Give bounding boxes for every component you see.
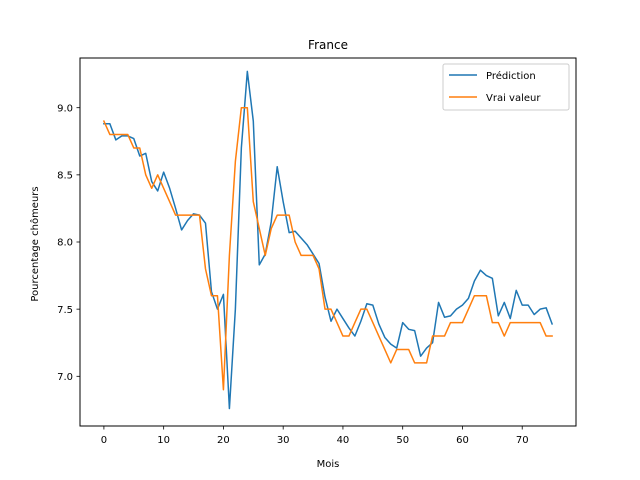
- x-axis-ticks: 0 10 20 30 40 50 60 70: [101, 426, 529, 446]
- y-tick-label: 7.5: [57, 305, 73, 316]
- legend-entry-label: Vrai valeur: [486, 93, 541, 104]
- y-tick-label: 8.0: [57, 238, 73, 249]
- y-tick-label: 8.5: [57, 170, 73, 181]
- x-tick-label: 70: [516, 435, 529, 446]
- y-axis-label: Pourcentage chômeurs: [29, 186, 41, 301]
- x-tick-label: 20: [217, 435, 230, 446]
- x-tick-label: 40: [337, 435, 350, 446]
- legend-entry-label: Prédiction: [486, 70, 536, 82]
- legend: Prédiction Vrai valeur: [442, 63, 570, 111]
- y-axis-ticks: 7.0 7.5 8.0 8.5 9.0: [57, 103, 80, 383]
- series-group: [102, 70, 554, 410]
- x-axis-label: Mois: [317, 459, 340, 470]
- y-tick-label: 9.0: [57, 103, 73, 114]
- chart-title: France: [308, 38, 348, 52]
- x-tick-label: 60: [456, 435, 469, 446]
- x-tick-label: 50: [396, 435, 409, 446]
- x-tick-label: 30: [277, 435, 290, 446]
- y-tick-label: 7.0: [57, 372, 73, 383]
- x-tick-label: 0: [101, 435, 107, 446]
- plot-frame: [79, 57, 577, 427]
- x-tick-label: 10: [157, 435, 170, 446]
- series-line-vrai-valeur: [102, 106, 553, 391]
